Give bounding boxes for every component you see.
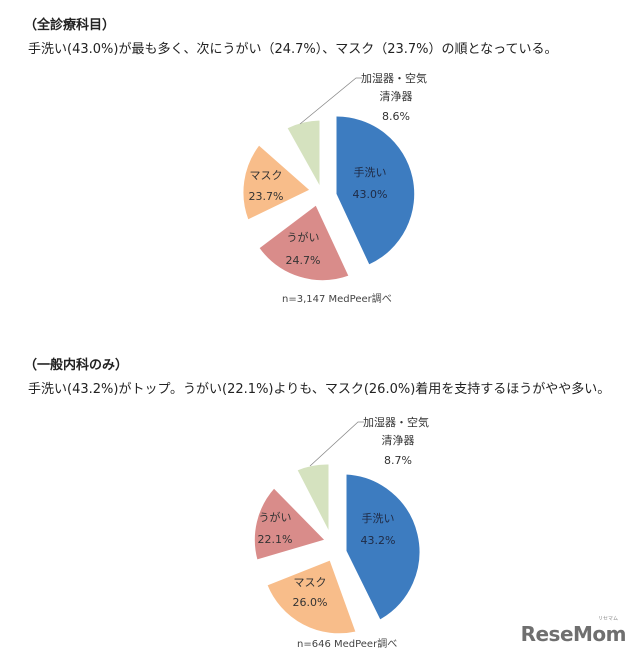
section2-heading: （一般内科のみ） — [24, 358, 129, 373]
label-gargle-1: うがい — [287, 230, 320, 244]
pie-chart-1: 手洗い 43.0% うがい 24.7% マスク 23.7% 加湿器・空気 清浄器… — [242, 71, 427, 282]
slice-handwash-1 — [335, 115, 416, 266]
label-gargle-2: うがい — [259, 510, 292, 524]
label-mask-1: マスク — [250, 169, 283, 182]
section1-description: 手洗い(43.0%)が最も多く、次にうがい（24.7%）、マスク（23.7%）の… — [28, 42, 558, 57]
slice-purifier-2 — [296, 463, 330, 533]
label-purifier-1a: 加湿器・空気 — [361, 71, 427, 85]
slice-gargle-1 — [258, 204, 350, 282]
value-mask-2: 26.0% — [293, 596, 328, 609]
value-purifier-1: 8.6% — [382, 110, 410, 123]
value-gargle-2: 22.1% — [258, 533, 293, 546]
pie-chart-2: 手洗い 43.2% マスク 26.0% うがい 22.1% 加湿器・空気 清浄器… — [253, 415, 429, 635]
label-purifier-1b: 清浄器 — [380, 89, 413, 103]
value-handwash-1: 43.0% — [353, 188, 388, 201]
value-mask-1: 23.7% — [249, 190, 284, 203]
section2-description: 手洗い(43.2%)がトップ。うがい(22.1%)よりも、マスク(26.0%)着… — [28, 382, 611, 397]
label-handwash-1: 手洗い — [354, 165, 387, 179]
value-purifier-2: 8.7% — [384, 454, 412, 467]
value-gargle-1: 24.7% — [286, 254, 321, 267]
chart1-note: n=3,147 MedPeer調べ — [282, 294, 392, 305]
logo-subtext: リセマム — [597, 616, 618, 622]
label-handwash-2: 手洗い — [362, 511, 395, 525]
slice-mask-2 — [266, 559, 357, 635]
label-purifier-2a: 加湿器・空気 — [363, 415, 429, 429]
slice-mask-1 — [242, 144, 311, 221]
label-purifier-2b: 清浄器 — [382, 433, 415, 447]
chart2-note: n=646 MedPeer調べ — [297, 639, 398, 650]
slice-purifier-1 — [286, 119, 321, 189]
section1-heading: （全診療科目） — [24, 18, 116, 33]
resemom-logo: ReseMom — [520, 622, 627, 646]
slice-gargle-2 — [253, 487, 326, 561]
label-mask-2: マスク — [294, 576, 327, 589]
value-handwash-2: 43.2% — [361, 534, 396, 547]
slice-handwash-2 — [345, 473, 421, 621]
